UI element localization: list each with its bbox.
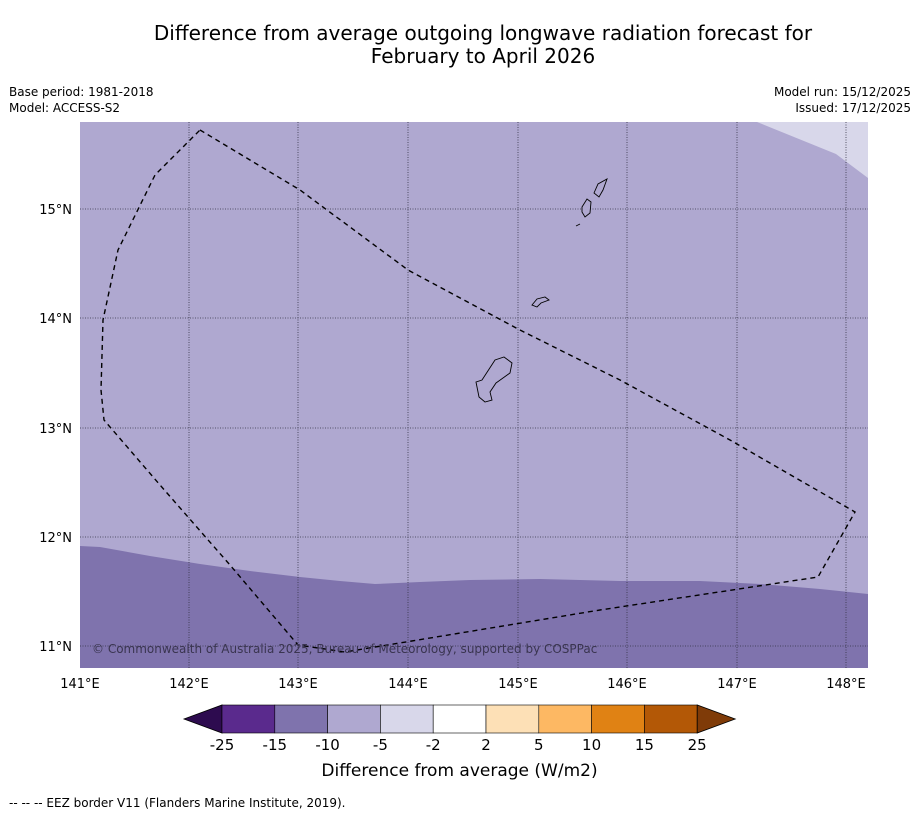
anomaly-band-minus15-minus10 <box>80 546 868 668</box>
colorbar-tick-label: -15 <box>263 736 288 754</box>
colorbar-segment <box>538 704 592 734</box>
colorbar: -25 -15 -10 -5 -2 2 5 10 15 25 <box>182 704 737 754</box>
colorbar-label: Difference from average (W/m2) <box>321 761 598 781</box>
island-saipan <box>593 178 608 198</box>
colorbar-segment <box>432 704 487 734</box>
lon-labels: 141°E 142°E 143°E 144°E 145°E 146°E 147°… <box>60 677 866 692</box>
eez-border <box>100 129 856 653</box>
colorbar-tick-label: 25 <box>688 736 707 754</box>
model-text: Model: ACCESS-S2 <box>9 101 121 115</box>
base-period-text: Base period: 1981-2018 <box>9 85 154 99</box>
islands <box>475 178 608 403</box>
lon-label: 145°E <box>498 677 538 692</box>
colorbar-segment <box>485 704 540 734</box>
colorbar-tick-label: -25 <box>210 736 235 754</box>
colorbar-tick-label: 5 <box>534 736 544 754</box>
island-guam <box>475 356 513 403</box>
colorbar-segment <box>380 704 434 734</box>
lat-labels: 15°N 14°N 13°N 12°N 11°N <box>39 203 72 655</box>
colorbar-tick-label: 10 <box>582 736 601 754</box>
lon-label: 146°E <box>607 677 647 692</box>
lon-label: 144°E <box>388 677 428 692</box>
graticule <box>80 122 868 668</box>
lat-label: 11°N <box>39 640 72 655</box>
colorbar-tick-label: -2 <box>426 736 441 754</box>
map-title-line2: February to April 2026 <box>370 44 596 68</box>
lat-label: 15°N <box>39 203 72 218</box>
colorbar-extend-high <box>696 704 737 734</box>
colorbar-segment <box>274 704 328 734</box>
lon-label: 141°E <box>60 677 100 692</box>
island-tinian <box>581 198 592 218</box>
colorbar-tick-label: 15 <box>635 736 654 754</box>
model-run-text: Model run: 15/12/2025 <box>773 85 911 99</box>
map-area: © Commonwealth of Australia 2025, Bureau… <box>80 122 868 668</box>
meta-right: Model run: 15/12/2025 Issued: 17/12/2025 <box>774 84 911 116</box>
colorbar-extend-low <box>182 704 223 734</box>
anomaly-band-minus5-minus2 <box>757 122 868 178</box>
lon-label: 148°E <box>826 677 866 692</box>
lon-label: 147°E <box>717 677 757 692</box>
colorbar-tick-label: 2 <box>481 736 491 754</box>
lat-label: 12°N <box>39 531 72 546</box>
island-rota <box>531 296 550 308</box>
colorbar-segment <box>591 704 645 734</box>
colorbar-tick-label: -5 <box>373 736 388 754</box>
colorbar-segment <box>221 704 276 734</box>
meta-left: Base period: 1981-2018 Model: ACCESS-S2 <box>9 84 154 116</box>
lon-label: 142°E <box>169 677 209 692</box>
colorbar-tick-label: -10 <box>315 736 340 754</box>
lat-label: 14°N <box>39 312 72 327</box>
lon-label: 143°E <box>278 677 318 692</box>
issued-text: Issued: 17/12/2025 <box>795 101 911 115</box>
colorbar-segment <box>327 704 381 734</box>
footer-note: -- -- -- EEZ border V11 (Flanders Marine… <box>9 796 346 810</box>
copyright-text: © Commonwealth of Australia 2025, Bureau… <box>92 642 597 656</box>
map-title: Difference from average outgoing longwav… <box>0 22 919 68</box>
lat-label: 13°N <box>39 422 72 437</box>
colorbar-segment <box>644 704 698 734</box>
map-title-line1: Difference from average outgoing longwav… <box>153 21 813 45</box>
island-aguijan <box>575 223 581 227</box>
